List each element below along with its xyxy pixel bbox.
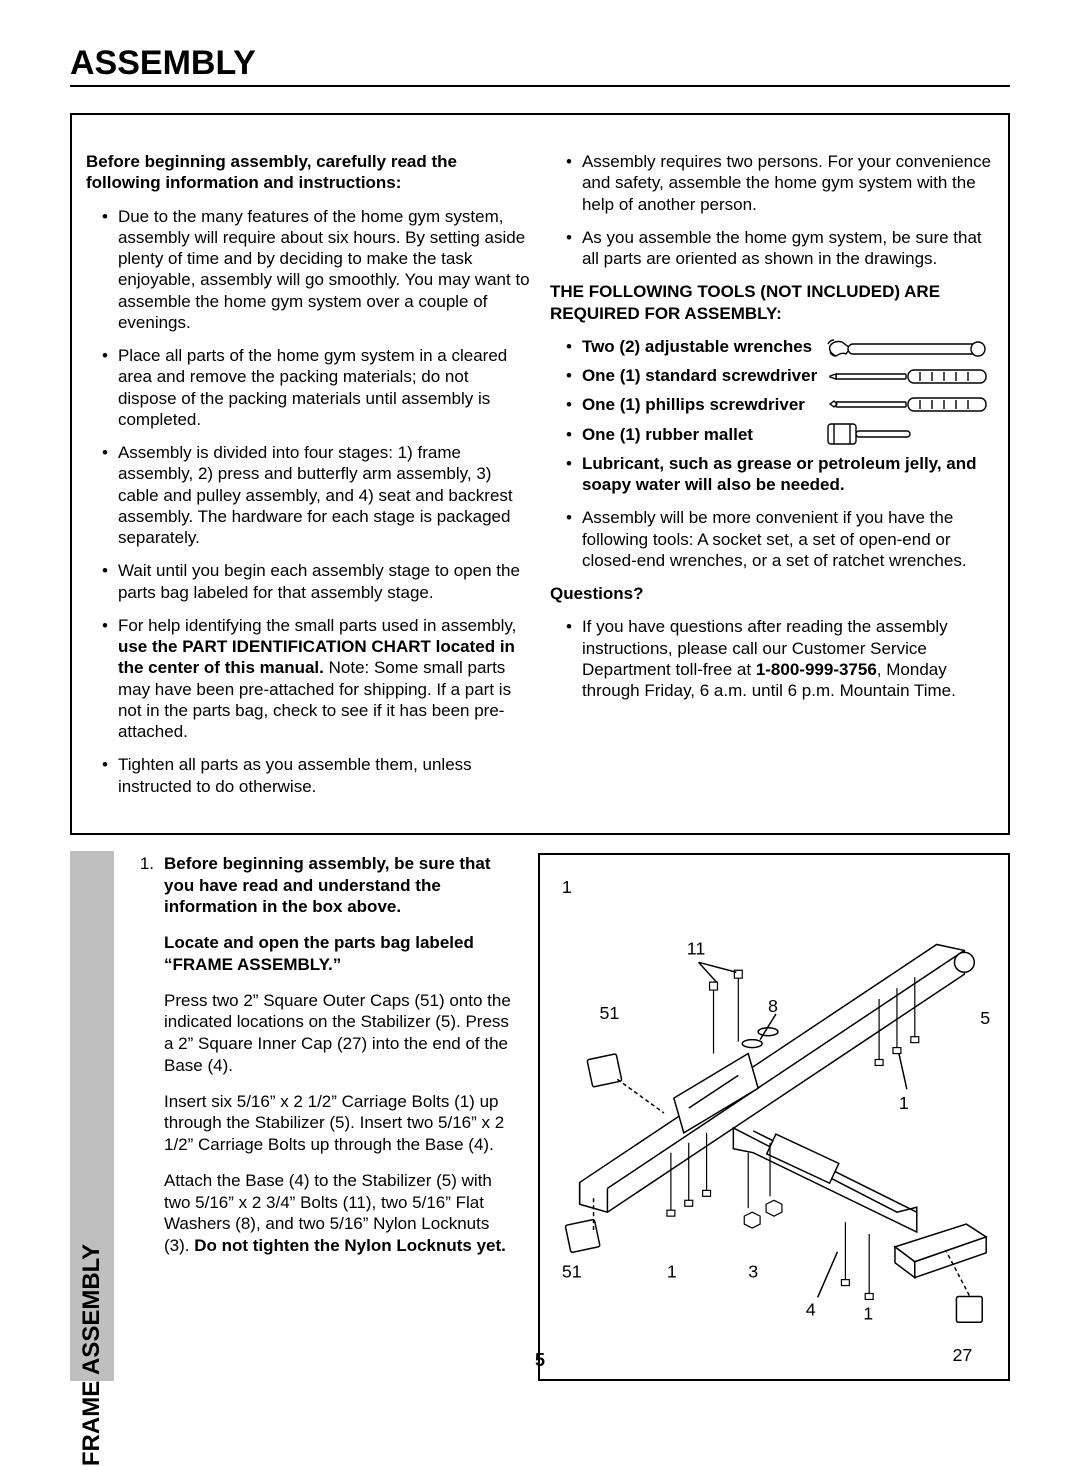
bullet-dot: • [566,616,572,701]
step-p3-bold: Do not tighten the Nylon Locknuts yet. [194,1236,506,1255]
bullet-dot: • [102,206,108,334]
bullet-item: • Assembly will be more convenient if yo… [550,507,994,571]
bullet-dot: • [102,754,108,797]
bullet-text: As you assemble the home gym system, be … [582,227,994,270]
bullet-item: • Wait until you begin each assembly sta… [86,560,530,603]
bullet-item: • Place all parts of the home gym system… [86,345,530,430]
bullet-dot: • [102,442,108,548]
bullet-dot: • [566,507,572,571]
diagram-label: 1 [667,1261,677,1281]
bullet-dot: • [102,615,108,743]
tool-item: • Lubricant, such as grease or petroleum… [550,453,994,496]
assembly-diagram: 1 11 51 8 5 1 51 1 3 4 1 27 [538,853,1010,1381]
bullet-item: • Tighten all parts as you assemble them… [86,754,530,797]
page-title: ASSEMBLY [70,44,1010,83]
diagram-label: 4 [806,1299,816,1319]
diagram-label: 1 [863,1303,873,1323]
info-box: Before beginning assembly, carefully rea… [70,113,1010,835]
diagram-label: 27 [952,1345,972,1365]
bullet-item: • As you assemble the home gym system, b… [550,227,994,270]
bullet-text: If you have questions after reading the … [582,616,994,701]
step-bold-1: Before beginning assembly, be sure that … [164,853,516,918]
tools-heading: THE FOLLOWING TOOLS (NOT INCLUDED) ARE R… [550,281,994,324]
diagram-label: 11 [687,938,706,958]
step-p3: Attach the Base (4) to the Stabilizer (5… [164,1170,516,1257]
title-rule [70,85,1010,87]
bullet-text: Due to the many features of the home gym… [118,206,530,334]
bullet-item: • Assembly requires two persons. For you… [550,151,994,215]
bullet-text: Place all parts of the home gym system i… [118,345,530,430]
tool-label: Two (2) adjustable wrenches [582,336,812,357]
bullet-text: Tighten all parts as you assemble them, … [118,754,530,797]
bullet-dot: • [102,345,108,430]
bullet-text: Assembly requires two persons. For your … [582,151,994,215]
left-column: Before beginning assembly, carefully rea… [86,151,530,809]
diagram-label: 8 [768,996,778,1016]
diagram-label: 5 [980,1008,990,1028]
bullet-text: Assembly is divided into four stages: 1)… [118,442,530,548]
diagram-label: 1 [899,1093,909,1113]
bullet-dot: • [566,336,572,357]
tool-label: Lubricant, such as grease or petroleum j… [582,453,994,496]
tool-label: One (1) phillips screwdriver [582,394,805,415]
part-id-pre: For help identifying the small parts use… [118,616,516,635]
tools-art-icon [824,330,994,446]
bullet-item: • If you have questions after reading th… [550,616,994,701]
bullet-dot: • [102,560,108,603]
tool-label: One (1) standard screwdriver [582,365,817,386]
bullet-dot: • [566,453,572,496]
bullet-dot: • [566,394,572,415]
step-bold-2: Locate and open the parts bag labeled “F… [164,932,516,976]
bullet-text: Assembly will be more convenient if you … [582,507,994,571]
bullet-text: For help identifying the small parts use… [118,615,530,743]
step-p1: Press two 2” Square Outer Caps (51) onto… [164,990,516,1077]
page-number: 5 [535,1350,545,1371]
bullet-dot: • [566,151,572,215]
diagram-label: 1 [562,877,572,897]
diagram-label: 51 [599,1003,619,1023]
bullet-item: • Assembly is divided into four stages: … [86,442,530,548]
bullet-dot: • [566,424,572,445]
side-tab-label: FRAME ASSEMBLY [78,1244,106,1466]
side-tab: FRAME ASSEMBLY [70,851,114,1381]
step-column: 1. Before beginning assembly, be sure th… [132,851,520,1381]
bullet-dot: • [566,227,572,270]
diagram-label: 3 [748,1261,758,1281]
questions-heading: Questions? [550,583,994,604]
frame-assembly-section: FRAME ASSEMBLY 1. Before beginning assem… [70,851,1010,1381]
tool-label: One (1) rubber mallet [582,424,753,445]
right-column: • Assembly requires two persons. For you… [550,151,994,809]
step-number: 1. [132,853,154,1271]
intro-heading: Before beginning assembly, carefully rea… [86,151,530,194]
bullet-text: Wait until you begin each assembly stage… [118,560,530,603]
bullet-item: • Due to the many features of the home g… [86,206,530,334]
step-p2: Insert six 5/16” x 2 1/2” Carriage Bolts… [164,1091,516,1156]
diagram-label: 51 [562,1261,582,1281]
bullet-item: • For help identifying the small parts u… [86,615,530,743]
questions-phone: 1-800-999-3756 [756,660,877,679]
bullet-dot: • [566,365,572,386]
